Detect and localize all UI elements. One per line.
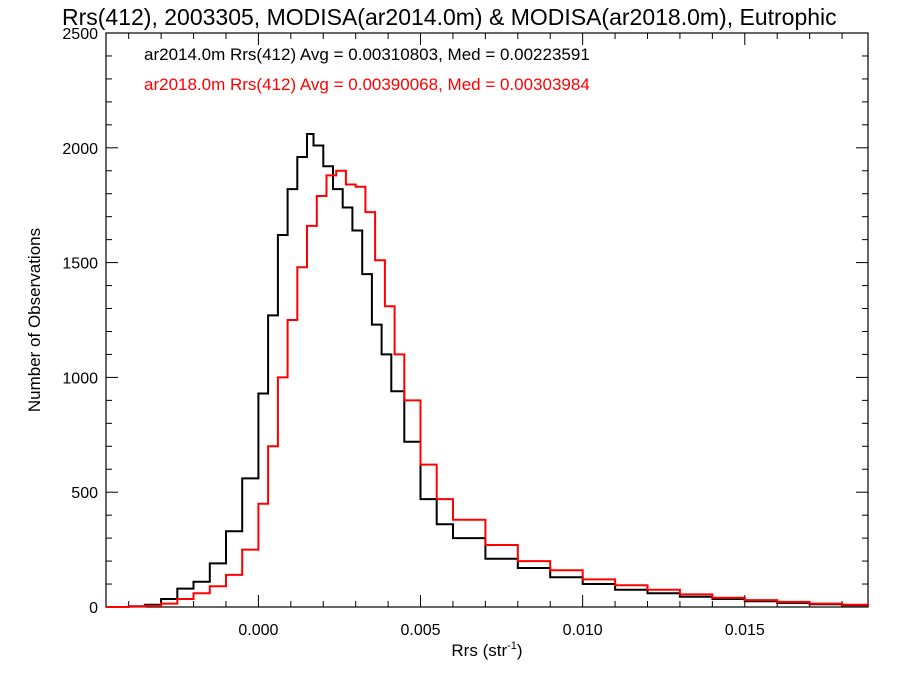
legend-entry-ar2014: ar2014.0m Rrs(412) Avg = 0.00310803, Med… bbox=[144, 45, 590, 64]
y-tick-label: 500 bbox=[71, 485, 98, 502]
y-tick-label: 2000 bbox=[62, 141, 98, 158]
y-tick-label: 1000 bbox=[62, 370, 98, 387]
y-tick-label: 2500 bbox=[62, 26, 98, 43]
chart-title: Rrs(412), 2003305, MODISA(ar2014.0m) & M… bbox=[62, 4, 837, 30]
y-tick-label: 1500 bbox=[62, 256, 98, 273]
x-axis-label: Rrs (str-1) bbox=[451, 640, 522, 660]
x-tick-label: 0.005 bbox=[401, 622, 441, 639]
x-tick-label: 0.015 bbox=[725, 622, 765, 639]
x-axis-label-close: ) bbox=[517, 641, 523, 660]
legend-entry-ar2018: ar2018.0m Rrs(412) Avg = 0.00390068, Med… bbox=[144, 75, 590, 94]
series-line-ar2014 bbox=[106, 133, 869, 608]
x-axis-label-main: Rrs (str bbox=[451, 641, 507, 660]
series-line-ar2018 bbox=[106, 169, 869, 608]
plot-area-frame bbox=[105, 32, 869, 608]
y-axis-label: Number of Observations bbox=[25, 228, 44, 412]
y-tick-label: 0 bbox=[89, 600, 98, 617]
x-axis-label-superscript: -1 bbox=[507, 640, 517, 652]
x-tick-label: 0.010 bbox=[563, 622, 603, 639]
x-tick-label: 0.000 bbox=[238, 622, 278, 639]
